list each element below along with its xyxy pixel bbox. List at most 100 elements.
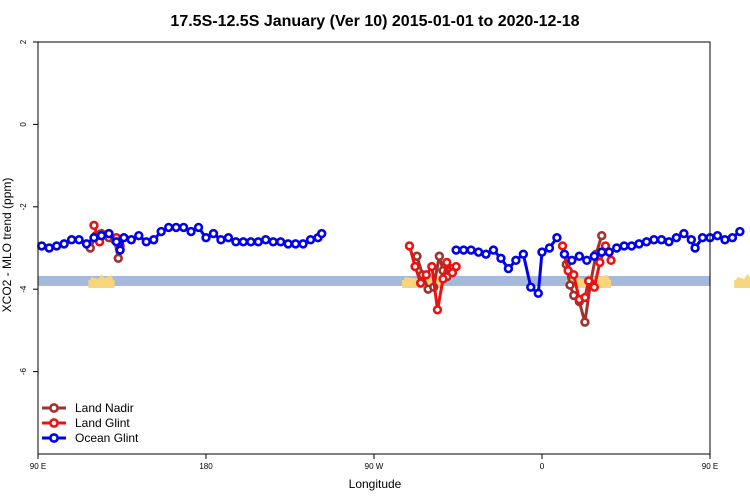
data-point [712,230,723,241]
series-ocean-glint [37,222,745,299]
data-point [223,233,234,243]
data-point [511,255,521,266]
legend-marker [49,418,59,428]
data-point [649,235,659,245]
data-point [421,270,431,280]
series-land-glint [89,220,616,315]
data-point [720,235,730,245]
data-point [589,282,599,292]
x-tick-label: 90 E [702,462,718,471]
data-point [544,243,555,253]
data-point [415,278,426,288]
data-point [557,241,568,251]
data-point [427,261,437,272]
data-point [186,226,196,237]
data-point [606,255,616,266]
data-point [690,243,700,253]
data-point [412,251,422,261]
data-point [597,230,607,241]
series-line [408,245,458,312]
y-tick-label: 0 [19,122,28,127]
data-point [432,305,443,315]
data-point [66,235,77,245]
data-point [96,230,107,241]
data-point [149,235,159,245]
data-point [317,228,327,239]
data-point [496,253,506,263]
data-point [141,237,151,247]
data-point [626,241,637,251]
data-point [115,245,125,255]
data-point [193,222,204,233]
data-point [438,274,448,284]
data-point [290,239,301,249]
data-point [59,239,69,249]
data-point [533,288,543,299]
data-point [583,276,594,286]
data-point [126,235,137,245]
data-point [582,255,592,266]
y-tick-label: -2 [19,203,28,211]
data-point [727,233,738,243]
data-point [275,237,286,247]
x-axis-title: Longitude [349,477,402,491]
y-tick-label: -4 [19,285,28,293]
series-layer [37,220,745,327]
x-tick-label: 180 [199,462,213,471]
data-point [451,261,461,272]
legend-marker [49,433,59,443]
data-point [634,239,644,249]
data-point [458,245,469,255]
y-tick-label: 2 [19,39,28,44]
legend-marker [49,403,59,413]
data-point [671,233,682,243]
data-point [595,257,605,268]
data-point [518,249,529,259]
data-point [451,245,461,255]
x-tick-label: 0 [540,462,545,471]
data-point [178,222,189,233]
data-point [559,249,570,259]
data-point [305,235,316,245]
data-point [216,235,226,245]
data-point [44,243,54,253]
data-point [404,241,415,251]
data-point [604,247,614,257]
data-point [283,239,293,249]
data-point [89,233,99,243]
data-point [163,222,174,233]
data-point [552,233,562,243]
y-axis: 2 0 -2 -4 -6 [19,39,38,375]
data-point [89,220,99,231]
data-point [246,237,256,247]
data-point [238,237,249,247]
data-point [111,237,122,247]
ocean-band [38,275,710,286]
land-ocean-band [38,273,750,288]
data-point [488,245,499,255]
data-point [574,251,585,261]
data-point [208,228,219,239]
data-point [231,237,241,247]
data-point [156,226,166,237]
data-point [537,247,547,257]
data-point [664,237,674,247]
data-point [442,257,452,268]
data-point [503,263,514,274]
land-peak [734,273,750,284]
data-point [679,228,689,239]
data-point [611,243,622,253]
data-point [473,247,484,257]
data-point [597,247,607,257]
legend-label: Ocean Glint [75,431,139,445]
data-point [697,233,708,243]
data-point [104,228,114,239]
legend-label: Land Nadir [75,401,134,415]
data-point [686,235,697,245]
data-point [261,235,271,245]
x-tick-label: 90 E [30,462,46,471]
x-axis: 90 E 180 90 W 0 90 E [30,454,718,471]
land-peak [88,273,115,284]
